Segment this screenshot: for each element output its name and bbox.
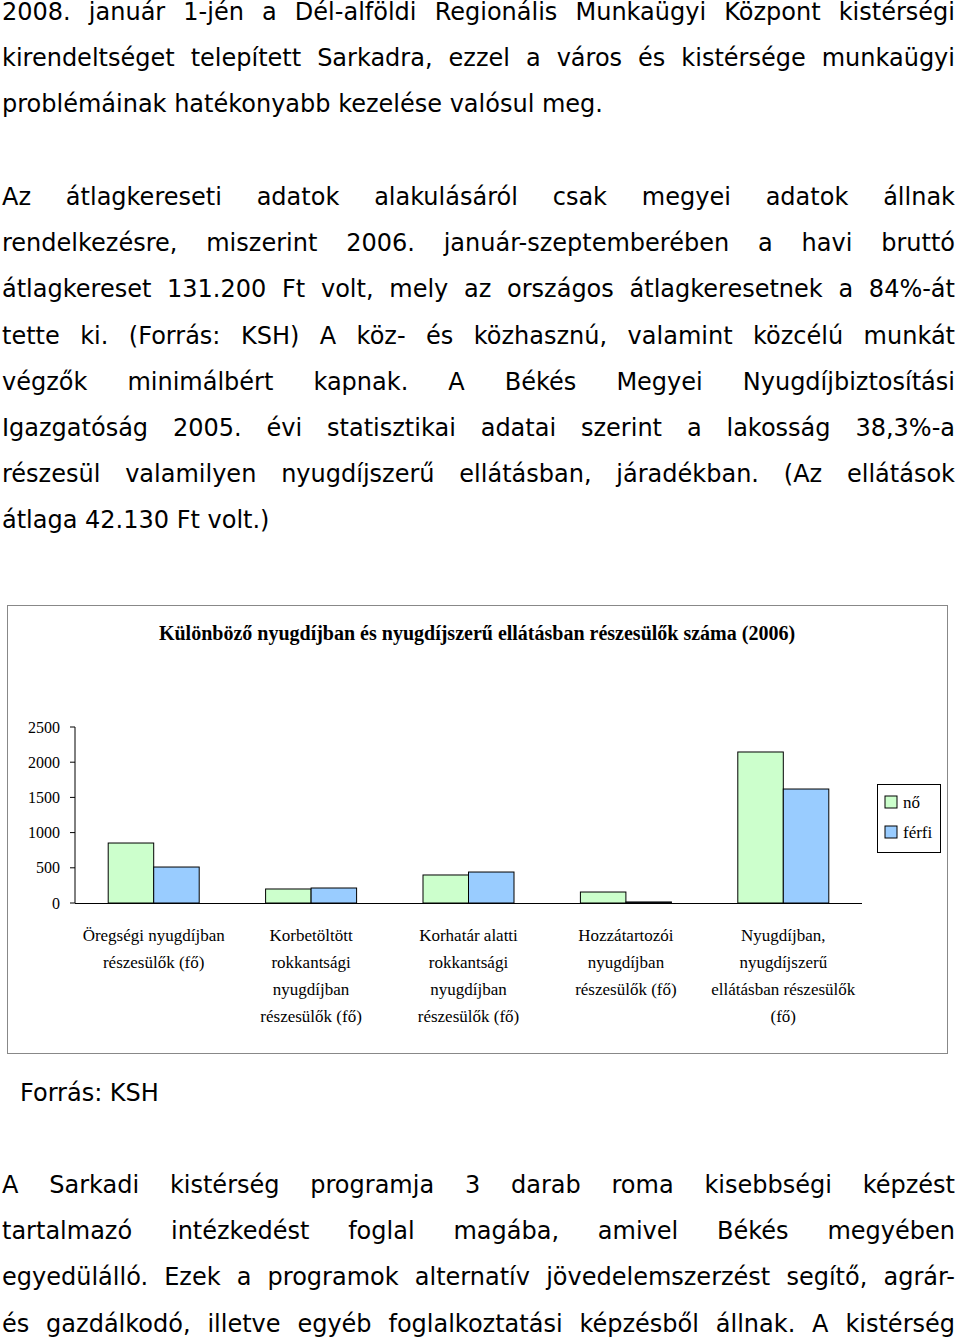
bar [469, 872, 515, 903]
legend-swatch [885, 796, 897, 808]
chart-title: Különböző nyugdíjban és nyugdíjszerű ell… [127, 618, 827, 648]
bar [783, 789, 829, 903]
y-tick-label: 0 [52, 895, 60, 912]
category-label: Korhatár alatti rokkantsági nyugdíjban r… [394, 922, 544, 1030]
text-line: egyedülálló. Ezek a programok alternatív… [2, 1254, 955, 1300]
source: Forrás: KSH [20, 1070, 420, 1116]
x-axis [75, 903, 862, 904]
y-axis [75, 727, 76, 903]
y-tick [70, 903, 75, 904]
text-line: rendelkezésre, miszerint 2006. január-sz… [2, 220, 955, 266]
text-line: tette ki. (Forrás: KSH) A köz- és közhas… [2, 313, 955, 359]
chart-title-box: Különböző nyugdíjban és nyugdíjszerű ell… [7, 618, 947, 648]
y-tick-label: 2500 [28, 719, 60, 736]
text-line: kirendeltséget telepített Sarkadra, ezze… [2, 35, 955, 81]
bars [108, 752, 829, 903]
y-tick [70, 832, 75, 833]
chart-frame [8, 606, 948, 1054]
text-line: 2008. január 1-jén a Dél-alföldi Regioná… [2, 0, 955, 35]
category-label: Öregségi nyugdíjban részesülők (fő) [79, 922, 229, 976]
text-line: A Sarkadi kistérség programja 3 darab ro… [2, 1162, 955, 1208]
y-tick-label: 500 [36, 859, 60, 876]
text-line: átlagkereset 131.200 Ft volt, mely az or… [2, 266, 955, 312]
legend-swatch [885, 826, 897, 838]
category-label: Nyugdíjban, nyugdíjszerű ellátásban rész… [708, 922, 858, 1030]
category-label: Korbetöltött rokkantsági nyugdíjban rész… [236, 922, 386, 1030]
text-line: és gazdálkodó, illetve egyéb foglalkozta… [2, 1301, 955, 1341]
category-label: Hozzátartozói nyugdíjban részesülők (fő) [551, 922, 701, 1003]
y-tick [70, 797, 75, 798]
bar [738, 752, 784, 903]
bar [108, 843, 154, 903]
y-tick [70, 867, 75, 868]
y-tick [70, 727, 75, 728]
text-line: Igazgatóság 2005. évi statisztikai adata… [2, 405, 955, 451]
bar [154, 867, 200, 903]
bar [580, 892, 626, 903]
y-tick-label: 2000 [28, 754, 60, 771]
bar [626, 902, 672, 903]
text-line: tartalmazó intézkedést foglal magába, am… [2, 1208, 955, 1254]
legend-label: nő [903, 793, 920, 812]
bar [423, 875, 469, 903]
text-line: problémáinak hatékonyabb kezelése valósu… [2, 81, 955, 127]
y-tick-label: 1000 [28, 824, 60, 841]
legend-label: férfi [903, 823, 933, 842]
legend-box [878, 785, 941, 853]
text-line: részesül valamilyen nyugdíjszerű ellátás… [2, 451, 955, 497]
text-line: Az átlagkereseti adatok alakulásáról csa… [2, 174, 955, 220]
text-line: átlaga 42.130 Ft volt.) [2, 497, 955, 543]
text-line: végzők minimálbért kapnak. A Békés Megye… [2, 359, 955, 405]
y-tick-label: 1500 [28, 789, 60, 806]
bar [311, 888, 357, 903]
bar [266, 889, 312, 903]
y-tick [70, 762, 75, 763]
